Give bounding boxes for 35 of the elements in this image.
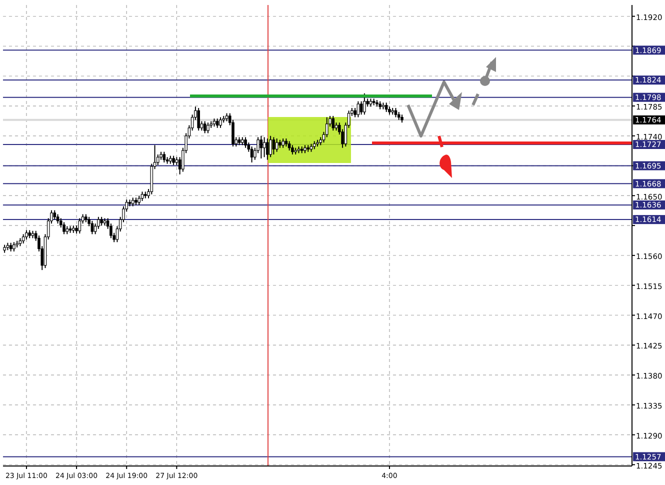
candlestick bbox=[332, 115, 335, 132]
candlestick bbox=[138, 195, 141, 206]
candlestick bbox=[272, 136, 276, 155]
candlestick bbox=[162, 151, 166, 163]
candlestick bbox=[22, 234, 25, 244]
candlestick bbox=[250, 146, 254, 163]
candlestick bbox=[53, 210, 56, 220]
candlestick bbox=[78, 218, 82, 234]
candlestick bbox=[384, 102, 388, 112]
candlestick bbox=[262, 136, 266, 158]
candlestick bbox=[197, 107, 200, 132]
candlestick bbox=[216, 118, 219, 128]
candlestick bbox=[62, 222, 66, 235]
candlestick bbox=[56, 214, 60, 224]
candlestick bbox=[12, 242, 16, 252]
candlestick bbox=[282, 138, 284, 148]
candlestick bbox=[354, 107, 356, 118]
candlestick bbox=[203, 120, 206, 134]
candlestick bbox=[206, 122, 210, 134]
candlestick bbox=[140, 191, 144, 202]
candlestick bbox=[219, 116, 222, 128]
candlestick bbox=[356, 100, 360, 118]
candlestick bbox=[25, 230, 28, 240]
candlestick bbox=[291, 144, 294, 155]
candlestick bbox=[360, 100, 363, 116]
candlestick bbox=[172, 155, 175, 166]
candlestick bbox=[260, 135, 263, 159]
candlestick bbox=[363, 92, 366, 116]
candlestick bbox=[244, 136, 247, 148]
candlestick bbox=[394, 107, 398, 118]
candlestick bbox=[288, 140, 291, 151]
candlestick bbox=[266, 138, 269, 160]
candlestick bbox=[90, 220, 94, 235]
candlestick bbox=[275, 138, 278, 152]
candlestick bbox=[269, 135, 272, 158]
